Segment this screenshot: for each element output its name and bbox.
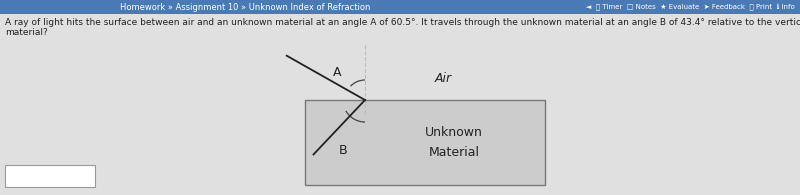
Text: Air: Air: [435, 72, 452, 84]
Text: A ray of light hits the surface between air and an unknown material at an angle : A ray of light hits the surface between …: [5, 18, 800, 27]
Bar: [0, 0, 800, 14]
Text: B: B: [338, 144, 347, 157]
Text: Homework » Assignment 10 » Unknown Index of Refraction: Homework » Assignment 10 » Unknown Index…: [120, 3, 370, 12]
Text: material?: material?: [5, 28, 48, 37]
Bar: [5, 165, 95, 187]
Bar: [305, 100, 545, 185]
Text: A: A: [333, 66, 342, 79]
Text: Unknown: Unknown: [425, 126, 482, 139]
Text: Material: Material: [428, 146, 479, 159]
Text: ◄  ⧖ Timer  □ Notes  ★ Evaluate  ➤ Feedback  ⎙ Print  ℹ Info: ◄ ⧖ Timer □ Notes ★ Evaluate ➤ Feedback …: [586, 4, 795, 11]
